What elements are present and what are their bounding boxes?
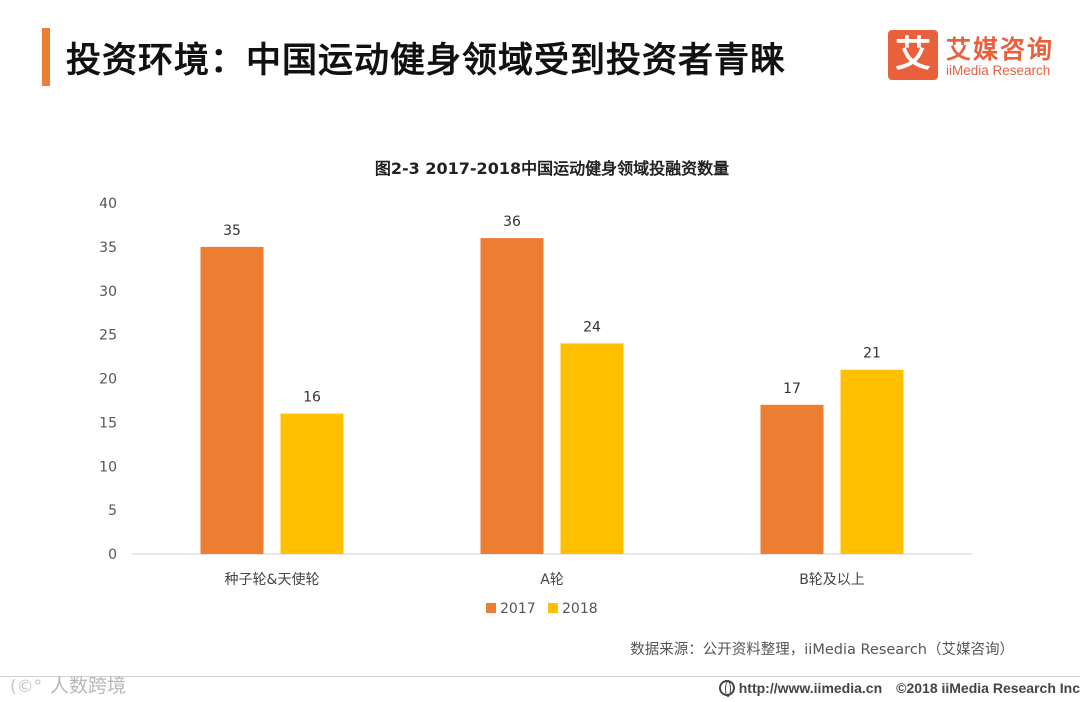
y-tick-label: 5 bbox=[108, 503, 117, 519]
y-tick-label: 20 bbox=[99, 372, 117, 388]
chart-title: 图2-3 2017-2018中国运动健身领域投融资数量 bbox=[374, 159, 730, 178]
bar-2017 bbox=[480, 238, 544, 554]
y-tick-label: 15 bbox=[99, 415, 117, 431]
logo-mark: 艾 bbox=[888, 30, 938, 80]
y-tick-label: 10 bbox=[99, 459, 117, 475]
logo-name-en: iiMedia Research bbox=[946, 63, 1051, 78]
source-note: 数据来源：公开资料整理，iiMedia Research（艾媒咨询） bbox=[630, 642, 1014, 658]
y-tick-label: 35 bbox=[99, 240, 117, 256]
bar-2018 bbox=[840, 369, 904, 554]
watermark-text: 人数跨境 bbox=[50, 675, 127, 697]
data-label: 36 bbox=[503, 214, 521, 230]
x-tick-label: A轮 bbox=[540, 572, 564, 588]
iimedia-logo: 艾 艾媒咨询 iiMedia Research bbox=[888, 30, 1068, 82]
watermark: (©° 人数跨境 bbox=[10, 671, 126, 698]
y-tick-label: 40 bbox=[99, 196, 117, 212]
legend-swatch-2018 bbox=[548, 603, 558, 613]
page-title: 投资环境：中国运动健身领域受到投资者青睐 bbox=[66, 41, 787, 81]
footer-info: http://www.iimedia.cn ©2018 iiMedia Resea… bbox=[718, 680, 1080, 697]
legend-label: 2017 bbox=[500, 601, 536, 617]
globe-icon bbox=[718, 680, 735, 697]
footer-url[interactable]: http://www.iimedia.cn bbox=[738, 680, 883, 696]
data-label: 21 bbox=[863, 346, 881, 362]
legend-label: 2018 bbox=[562, 601, 598, 617]
data-label: 16 bbox=[303, 390, 321, 406]
y-tick-label: 30 bbox=[99, 284, 117, 300]
footer-copyright: ©2018 iiMedia Research Inc bbox=[896, 680, 1080, 696]
x-tick-label: 种子轮&天使轮 bbox=[225, 571, 320, 588]
x-tick-label: B轮及以上 bbox=[799, 572, 865, 588]
y-tick-label: 25 bbox=[99, 328, 117, 344]
bar-2017 bbox=[200, 246, 264, 554]
bar-chart: 0 5 10 15 20 25 30 35 40 35 16 种子轮&天使轮 36 24 A轮 17 21 B轮及… bbox=[99, 196, 972, 617]
data-label: 24 bbox=[583, 319, 601, 335]
bar-2017 bbox=[760, 404, 824, 554]
weibo-icon: (©° bbox=[10, 677, 43, 697]
data-label: 17 bbox=[783, 381, 801, 397]
bar-2018 bbox=[280, 413, 344, 554]
bar-2018 bbox=[560, 343, 624, 554]
footer-divider bbox=[0, 676, 1080, 677]
title-accent-bar bbox=[42, 28, 50, 86]
y-tick-label: 0 bbox=[108, 547, 117, 563]
logo-name-cn: 艾媒咨询 bbox=[946, 35, 1055, 64]
data-label: 35 bbox=[223, 223, 241, 239]
legend-swatch-2017 bbox=[486, 603, 496, 613]
